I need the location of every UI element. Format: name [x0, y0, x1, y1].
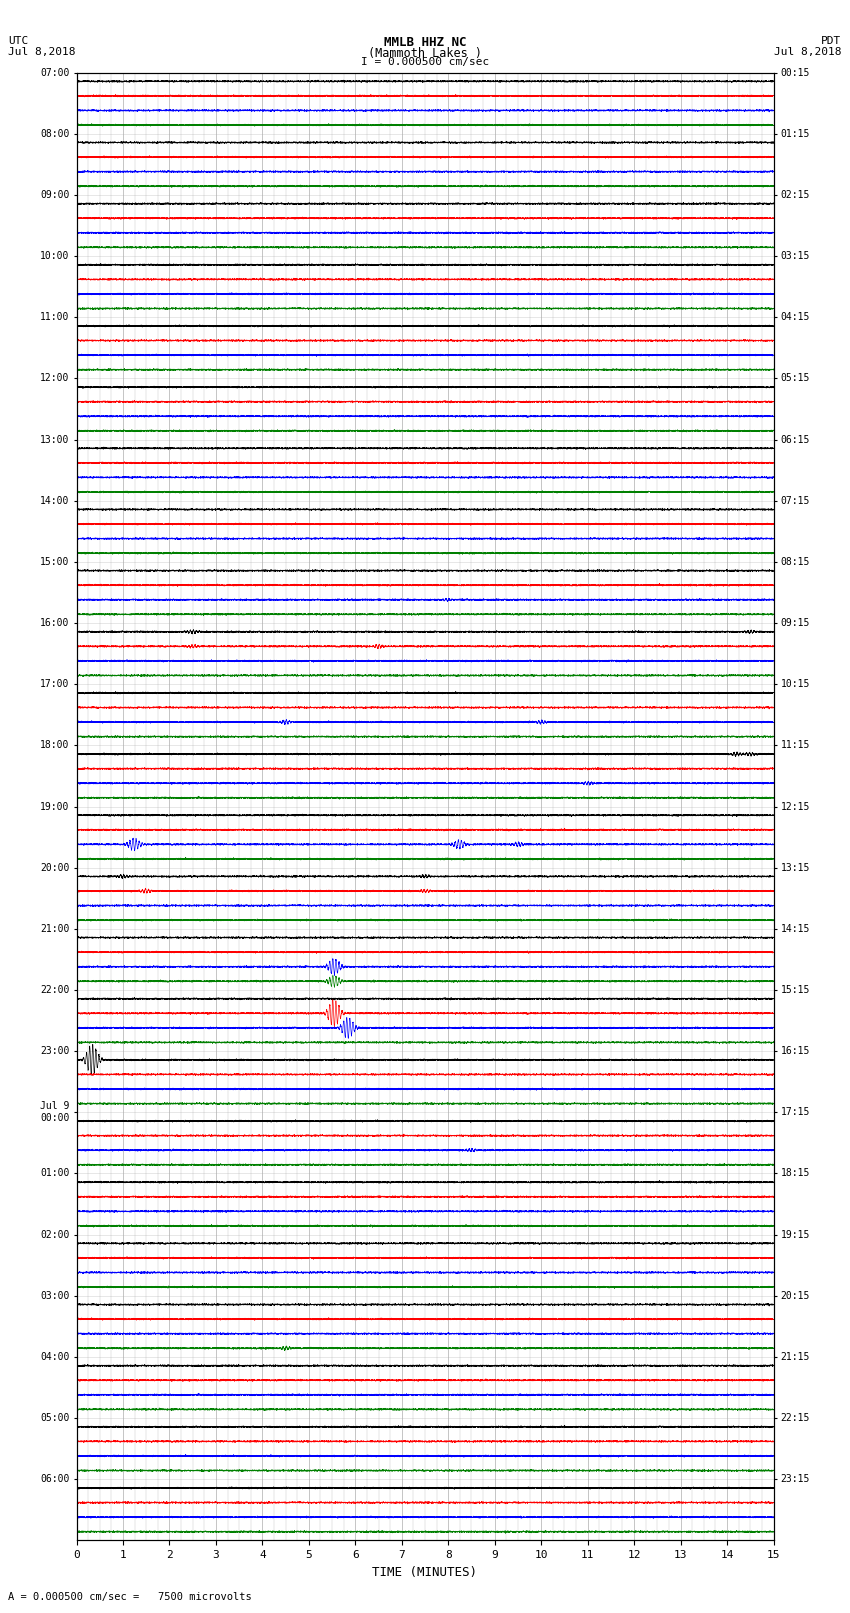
Text: Jul 8,2018: Jul 8,2018 [8, 47, 76, 56]
Text: A = 0.000500 cm/sec =   7500 microvolts: A = 0.000500 cm/sec = 7500 microvolts [8, 1592, 252, 1602]
Text: PDT: PDT [821, 37, 842, 47]
Text: (Mammoth Lakes ): (Mammoth Lakes ) [368, 47, 482, 60]
Text: MMLB HHZ NC: MMLB HHZ NC [383, 37, 467, 50]
Text: I = 0.000500 cm/sec: I = 0.000500 cm/sec [361, 58, 489, 68]
Text: Jul 8,2018: Jul 8,2018 [774, 47, 842, 56]
X-axis label: TIME (MINUTES): TIME (MINUTES) [372, 1566, 478, 1579]
Text: UTC: UTC [8, 37, 29, 47]
